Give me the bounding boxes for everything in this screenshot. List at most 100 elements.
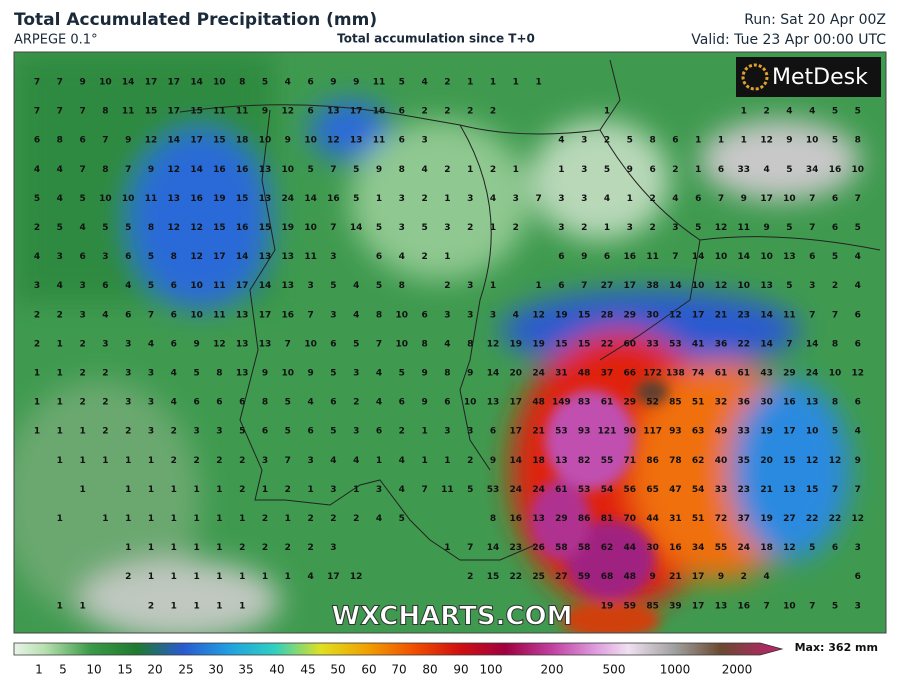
grid-value: 65: [646, 485, 659, 495]
grid-value: 8: [239, 78, 245, 88]
colorbar-label: 1000: [660, 663, 691, 677]
grid-value: 9: [421, 369, 427, 379]
grid-value: 52: [646, 398, 659, 408]
grid-value: 2: [102, 398, 108, 408]
grid-value: 54: [692, 485, 705, 495]
grid-value: 1: [79, 485, 85, 495]
grid-value: 32: [715, 398, 728, 408]
grid-value: 10: [760, 252, 773, 262]
grid-value: 2: [444, 78, 450, 88]
colorbar: Max: 362 mm 1 5 10 15 20 25 30 35 40 45 50 60 70 80 90…: [13, 641, 878, 677]
grid-value: 13: [282, 252, 295, 262]
grid-value: 12: [168, 165, 181, 175]
grid-value: 17: [168, 107, 181, 117]
grid-value: 6: [307, 78, 313, 88]
grid-value: 15: [806, 485, 819, 495]
grid-value: 5: [376, 223, 382, 233]
grid-value: 4: [34, 165, 40, 175]
grid-value: 3: [148, 369, 154, 379]
grid-value: 6: [262, 427, 268, 437]
grid-value: 2: [102, 369, 108, 379]
grid-value: 1: [604, 107, 610, 117]
grid-value: 6: [809, 252, 815, 262]
grid-value: 10: [304, 339, 317, 349]
grid-value: 15: [578, 310, 591, 320]
grid-value: 17: [692, 601, 705, 611]
grid-value: 3: [399, 194, 405, 204]
grid-value: 16: [738, 601, 751, 611]
grid-value: 7: [102, 136, 108, 146]
grid-value: 24: [532, 485, 545, 495]
grid-value: 10: [829, 369, 842, 379]
grid-value: 6: [421, 310, 427, 320]
grid-value: 8: [102, 107, 108, 117]
grid-value: 55: [601, 456, 614, 466]
grid-value: 9: [421, 398, 427, 408]
grid-value: 1: [695, 136, 701, 146]
colorbar-label: 10: [86, 663, 101, 677]
grid-value: 12: [715, 281, 728, 291]
grid-value: 9: [467, 369, 473, 379]
grid-value: 172: [643, 369, 662, 379]
grid-value: 16: [327, 194, 340, 204]
grid-value: 3: [467, 310, 473, 320]
grid-value: 7: [330, 223, 336, 233]
grid-value: 14: [350, 223, 363, 233]
grid-value: 3: [57, 252, 63, 262]
grid-value: 5: [307, 165, 313, 175]
grid-value: 3: [34, 281, 40, 291]
grid-value: 61: [555, 485, 568, 495]
grid-value: 13: [236, 339, 249, 349]
grid-value: 1: [239, 514, 245, 524]
grid-value: 1: [467, 78, 473, 88]
grid-value: 3: [467, 281, 473, 291]
grid-value: 7: [307, 310, 313, 320]
grid-value: 5: [102, 223, 108, 233]
grid-value: 5: [353, 165, 359, 175]
grid-value: 8: [649, 136, 655, 146]
grid-value: 6: [558, 281, 564, 291]
grid-value: 5: [604, 165, 610, 175]
grid-value: 2: [171, 456, 177, 466]
grid-value: 6: [239, 398, 245, 408]
grid-value: 83: [578, 398, 591, 408]
colorbar-label: 5: [59, 663, 67, 677]
grid-value: 6: [34, 136, 40, 146]
grid-value: 3: [672, 223, 678, 233]
grid-value: 12: [806, 456, 819, 466]
grid-value: 15: [259, 223, 272, 233]
grid-value: 9: [627, 165, 633, 175]
grid-value: 3: [399, 223, 405, 233]
grid-value: 61: [601, 398, 614, 408]
grid-value: 4: [763, 165, 769, 175]
grid-value: 2: [444, 165, 450, 175]
grid-value: 1: [125, 543, 131, 553]
grid-value: 15: [555, 339, 568, 349]
grid-value: 1: [193, 485, 199, 495]
grid-value: 78: [669, 456, 682, 466]
grid-value: 9: [763, 223, 769, 233]
grid-value: 81: [601, 514, 614, 524]
grid-value: 1: [79, 456, 85, 466]
grid-value: 43: [760, 369, 773, 379]
grid-value: 1: [627, 194, 633, 204]
grid-value: 33: [646, 339, 659, 349]
grid-value: 4: [855, 281, 861, 291]
grid-value: 6: [855, 310, 861, 320]
grid-value: 4: [786, 107, 792, 117]
grid-value: 5: [832, 107, 838, 117]
grid-value: 18: [760, 543, 773, 553]
grid-value: 56: [624, 485, 637, 495]
grid-value: 1: [148, 485, 154, 495]
grid-value: 2: [672, 165, 678, 175]
grid-value: 13: [783, 252, 796, 262]
grid-value: 6: [330, 398, 336, 408]
grid-value: 85: [646, 601, 659, 611]
grid-value: 16: [213, 165, 226, 175]
grid-value: 11: [236, 107, 249, 117]
grid-value: 5: [467, 485, 473, 495]
grid-value: 22: [738, 339, 751, 349]
grid-value: 10: [304, 136, 317, 146]
grid-value: 6: [855, 572, 861, 582]
grid-value: 7: [330, 165, 336, 175]
